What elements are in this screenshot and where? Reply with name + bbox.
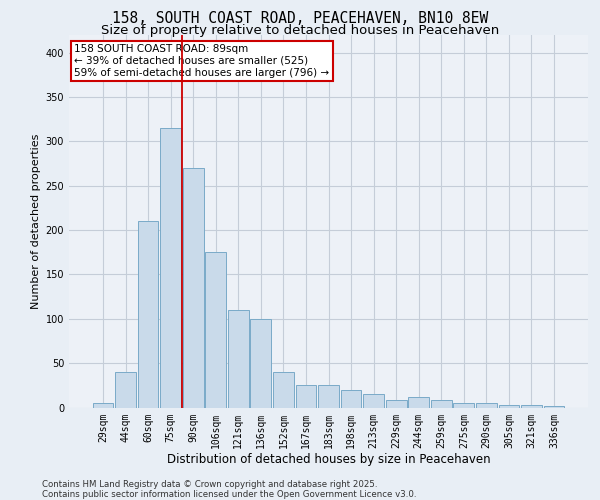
Bar <box>454 403 474 407</box>
Y-axis label: Number of detached properties: Number of detached properties <box>31 134 41 309</box>
Bar <box>92 403 113 407</box>
Bar <box>476 403 497 407</box>
Bar <box>409 397 429 407</box>
Text: Contains HM Land Registry data © Crown copyright and database right 2025.
Contai: Contains HM Land Registry data © Crown c… <box>42 480 416 499</box>
Text: Size of property relative to detached houses in Peacehaven: Size of property relative to detached ho… <box>101 24 499 37</box>
Bar <box>431 400 452 407</box>
Bar <box>228 310 248 408</box>
Bar <box>363 394 384 407</box>
Bar <box>273 372 294 408</box>
Bar <box>137 221 158 408</box>
Bar <box>318 386 339 407</box>
Bar <box>544 406 565 407</box>
Text: 158, SOUTH COAST ROAD, PEACEHAVEN, BN10 8EW: 158, SOUTH COAST ROAD, PEACEHAVEN, BN10 … <box>112 11 488 26</box>
Bar <box>341 390 361 407</box>
Bar <box>250 319 271 408</box>
X-axis label: Distribution of detached houses by size in Peacehaven: Distribution of detached houses by size … <box>167 453 490 466</box>
Bar <box>499 405 520 407</box>
Bar <box>296 386 316 407</box>
Text: 158 SOUTH COAST ROAD: 89sqm
← 39% of detached houses are smaller (525)
59% of se: 158 SOUTH COAST ROAD: 89sqm ← 39% of det… <box>74 44 329 78</box>
Bar <box>205 252 226 408</box>
Bar <box>115 372 136 408</box>
Bar <box>386 400 407 407</box>
Bar <box>521 405 542 407</box>
Bar <box>183 168 203 408</box>
Bar <box>160 128 181 407</box>
